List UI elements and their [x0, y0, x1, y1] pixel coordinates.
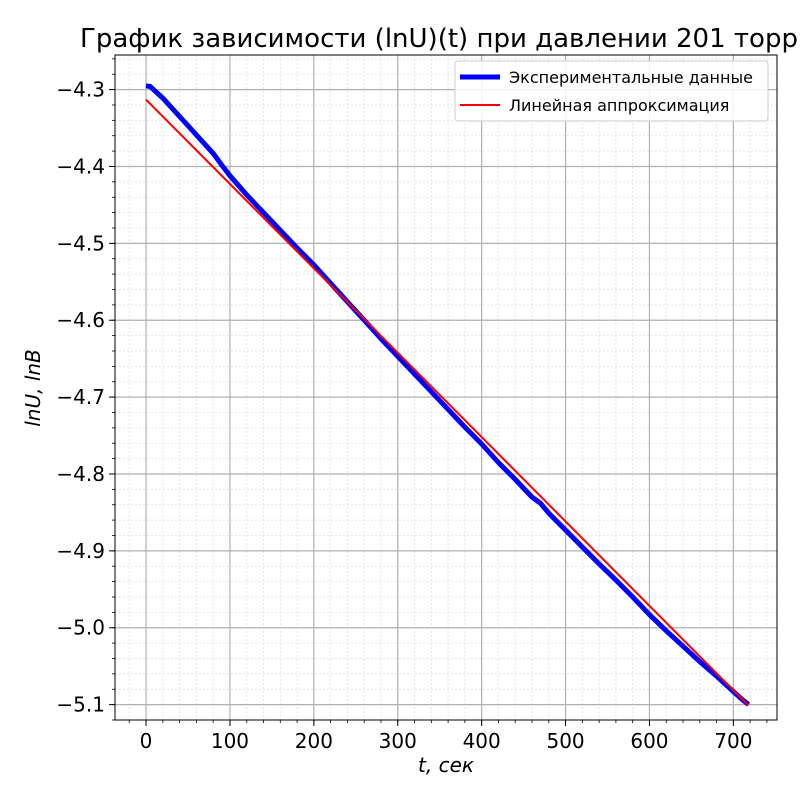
- y-tick-label: −4.6: [56, 308, 105, 332]
- x-tick-label: 0: [140, 729, 153, 753]
- x-tick-label: 200: [295, 729, 333, 753]
- y-tick-label: −5.1: [56, 693, 105, 717]
- x-tick-label: 500: [546, 729, 584, 753]
- plot-series: [145, 83, 751, 707]
- legend-label: Экспериментальные данные: [509, 68, 753, 87]
- y-tick-label: −4.7: [56, 385, 105, 409]
- grid: [115, 55, 777, 721]
- legend: Экспериментальные данные Линейная аппрокс…: [454, 60, 769, 122]
- series-line-linear-fit: [145, 98, 750, 707]
- y-tick-label: −5.0: [56, 616, 105, 640]
- y-axis-label: lnU, lnB: [21, 349, 45, 427]
- y-tick-label: −4.9: [56, 539, 105, 563]
- plot-frame: [114, 54, 778, 721]
- x-tick-label: 300: [379, 729, 417, 753]
- y-tick-label: −4.8: [56, 462, 105, 486]
- x-axis-label: t, сек: [418, 753, 474, 777]
- x-tick-label: 100: [211, 729, 249, 753]
- x-tick-label: 400: [463, 729, 501, 753]
- x-tick-label: 600: [630, 729, 668, 753]
- legend-label: Линейная аппроксимация: [509, 96, 729, 115]
- chart-title: График зависимости (lnU)(t) при давлении…: [80, 24, 798, 54]
- axis-ticks: 0 100 200 300 400 500 600 700 −5.1 −5.0 −4.9 −4.8 −4…: [56, 58, 768, 753]
- series-line-experimental: [145, 83, 751, 707]
- y-tick-label: −4.5: [56, 231, 105, 255]
- y-tick-label: −4.4: [56, 154, 105, 178]
- y-tick-label: −4.3: [56, 78, 105, 102]
- x-tick-label: 700: [714, 729, 752, 753]
- legend-box: [454, 60, 769, 122]
